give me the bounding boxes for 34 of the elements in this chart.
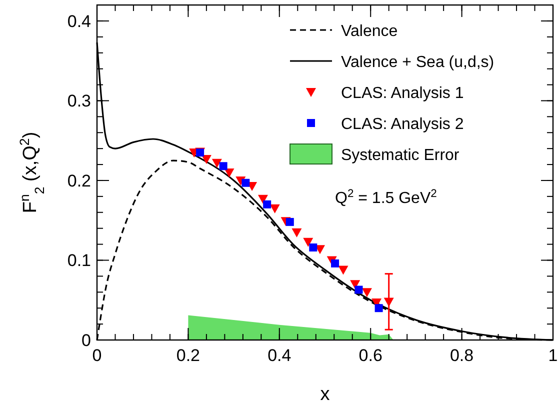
legend-label: Systematic Error (341, 147, 460, 164)
point (384, 298, 394, 307)
point (263, 200, 272, 208)
y-tick-label: 0.2 (67, 171, 91, 190)
point (292, 228, 302, 238)
y-tick-label: 0.1 (67, 251, 91, 270)
legend-label: CLAS: Analysis 1 (341, 85, 464, 102)
point (331, 259, 340, 268)
point (303, 238, 314, 247)
point (219, 162, 228, 170)
x-tick-label: 0.4 (268, 346, 292, 365)
point (270, 204, 280, 214)
y-tick-label: 0 (82, 331, 91, 350)
x-tick-label: 0.6 (358, 346, 382, 365)
x-tick-label: 0.2 (176, 346, 200, 365)
point (350, 280, 360, 290)
legend-label: Valence (341, 23, 398, 40)
y-tick-label: 0.3 (67, 92, 91, 111)
point (362, 288, 372, 298)
point (201, 154, 212, 164)
point (309, 243, 318, 252)
point (354, 286, 363, 294)
x-tick-label: 1 (548, 346, 558, 365)
point (286, 218, 294, 226)
point (374, 304, 383, 312)
x-axis-title: x (320, 384, 330, 405)
y-tick-label: 0.4 (67, 12, 91, 31)
legend-label: CLAS: Analysis 2 (341, 116, 464, 133)
annotation: Q$^{2}$ = 1.5 GeV$^{2}$ (335, 188, 437, 207)
x-tick-label: 0.8 (450, 346, 474, 365)
legend-label: Valence + Sea (u,d,s) (341, 54, 494, 71)
point (212, 158, 222, 168)
point (338, 266, 348, 275)
point (242, 178, 250, 187)
